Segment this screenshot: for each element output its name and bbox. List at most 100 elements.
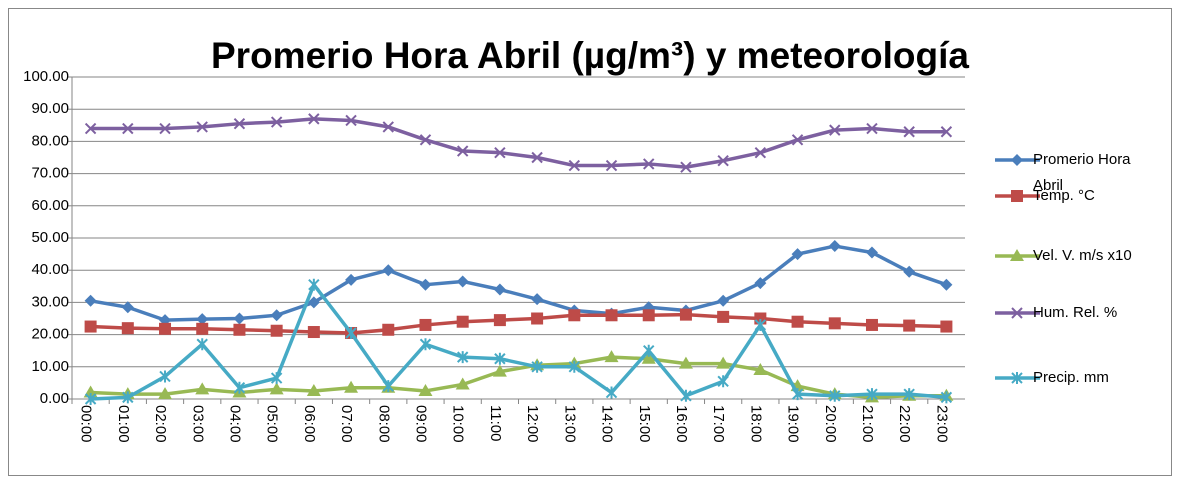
data-point [456,315,469,328]
legend-swatch [995,154,1040,166]
data-point [308,278,320,291]
data-point [159,370,171,383]
data-point [84,393,97,405]
x-tick-label: 20:00 [822,405,839,443]
series-line [90,312,947,335]
x-tick-label: 02:00 [152,405,169,443]
legend-swatch [995,190,1040,202]
data-point [419,278,432,291]
y-tick-label: 60.00 [31,197,69,214]
data-point [419,134,432,146]
data-point [717,294,730,307]
data-point [269,382,284,395]
data-point [233,117,246,130]
legend-swatch [995,307,1040,319]
data-point [866,122,878,135]
data-point [233,381,246,394]
x-tick-label: 13:00 [561,405,578,443]
data-point [456,275,469,288]
series-line [90,355,947,400]
data-point [121,301,134,314]
data-point [866,388,878,401]
data-point [531,312,544,325]
data-point [940,391,953,404]
data-point [604,350,619,363]
x-tick-label: 09:00 [413,405,430,443]
data-point [940,278,953,291]
x-tick-label: 03:00 [189,405,206,443]
data-point [418,383,433,396]
data-point [196,322,209,335]
x-tick-label: 01:00 [115,405,132,443]
legend-label: Precip. mm [1033,369,1109,386]
data-point [865,318,878,331]
legend-item: Precip. mm [995,365,1158,391]
x-tick-label: 10:00 [450,405,467,443]
data-point [717,155,729,167]
y-tick-label: 30.00 [31,293,69,310]
series-line [90,282,947,401]
data-point [754,318,767,331]
data-point [122,122,134,135]
data-point [903,126,915,138]
data-point [829,389,841,402]
data-point [196,338,208,351]
legend-label: Temp. °C [1033,187,1095,204]
data-point [605,159,618,172]
data-point [493,283,506,296]
data-point [568,360,581,373]
data-point [158,387,173,400]
legend-marker [1011,154,1023,166]
x-tick-label: 04:00 [226,405,243,443]
y-tick-label: 90.00 [31,100,69,117]
data-point [345,273,358,286]
legend-item: Promerio Hora Abril [995,147,1158,199]
x-tick-label: 23:00 [933,405,950,443]
series-line [90,244,947,322]
data-point [716,356,731,369]
y-tick-label: 10.00 [31,358,69,375]
legend-label: Promerio Hora Abril [1033,151,1131,194]
legend-marker [1011,190,1023,202]
data-point [791,315,804,328]
data-point [494,146,506,159]
y-tick-label: 50.00 [31,229,69,246]
data-point [307,296,320,309]
x-tick-label: 21:00 [859,405,876,443]
legend-marker [1010,249,1024,261]
y-tick-label: 40.00 [31,261,69,278]
legend-label: Hum. Rel. % [1033,304,1118,321]
data-point [307,326,320,339]
data-point [195,382,210,395]
data-point [940,126,953,138]
y-tick-label: 0.00 [40,390,69,407]
x-tick-label: 12:00 [524,405,541,443]
data-point [84,294,97,307]
data-point [419,318,432,331]
data-point [233,312,246,325]
series-line [90,117,947,169]
data-point [233,323,246,336]
data-point [531,293,544,306]
data-point [791,248,804,261]
data-point [717,310,730,323]
data-point [829,124,841,136]
data-point [345,326,357,339]
data-point [940,320,953,333]
x-tick-label: 18:00 [747,405,764,443]
data-point [196,121,208,133]
data-point [84,122,97,135]
data-point [270,309,283,322]
data-point [270,116,283,128]
legend-item: Vel. V. m/s x10 [995,243,1158,269]
x-tick-label: 19:00 [785,405,802,443]
data-point [605,309,618,322]
data-point [754,277,767,290]
data-point [159,122,171,135]
data-point [791,388,804,401]
data-point [456,145,469,157]
data-point [680,389,692,402]
legend-item: Temp. °C [995,183,1158,209]
data-point [641,351,656,364]
